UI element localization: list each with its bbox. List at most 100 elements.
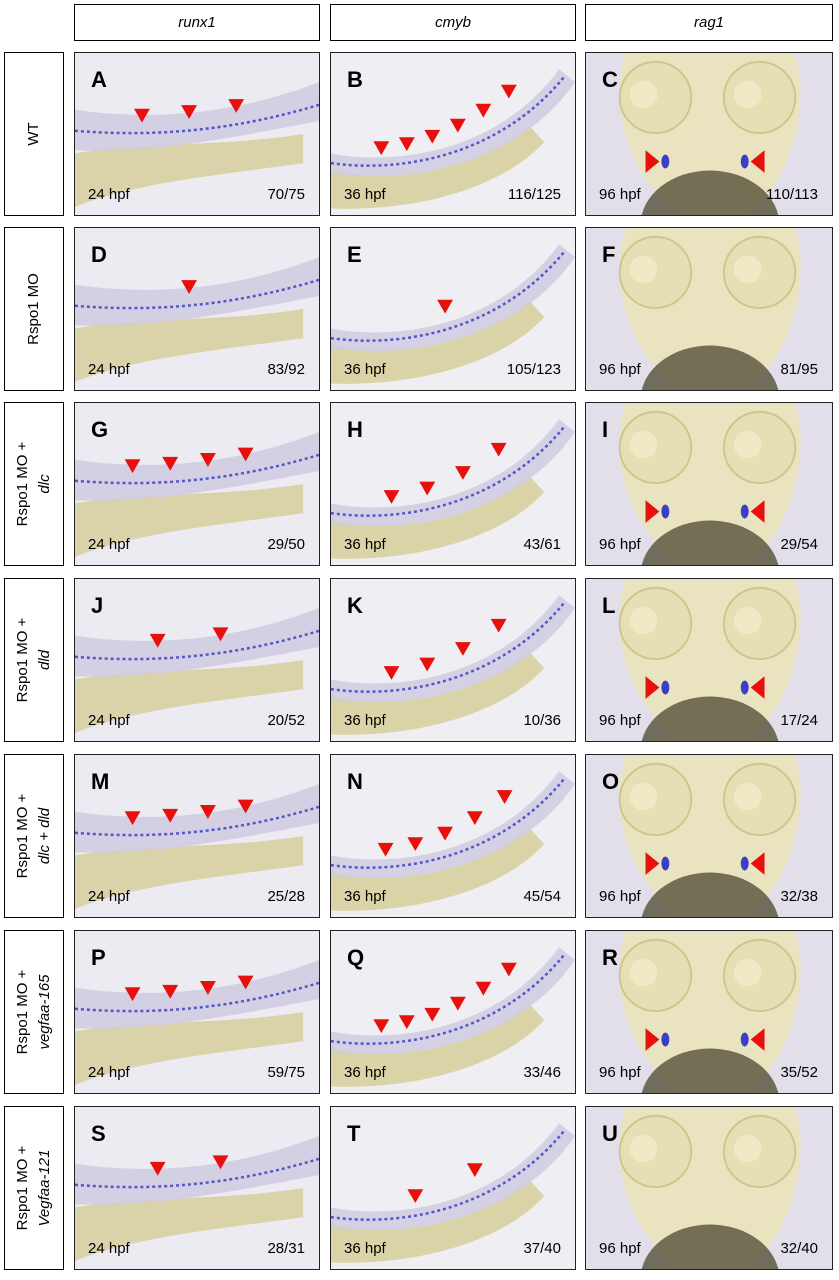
embryo-count: 45/54 xyxy=(523,888,561,905)
embryo-image xyxy=(586,755,832,917)
micrograph-panel-j: J 24 hpf 20/52 xyxy=(74,578,320,742)
arrowhead-marker xyxy=(383,666,400,680)
stage-label: 36 hpf xyxy=(344,1064,386,1081)
embryo-count: 35/52 xyxy=(780,1064,818,1081)
micrograph-panel-n: N 36 hpf 45/54 xyxy=(330,754,576,918)
row-label-rspo1-dld: Rspo1 MO + dld xyxy=(4,578,64,742)
embryo-count: 110/113 xyxy=(766,186,818,203)
arrowhead-marker xyxy=(424,129,441,144)
micrograph-panel-b: B 36 hpf 116/125 xyxy=(330,52,576,216)
panel-letter: G xyxy=(91,417,109,442)
arrowhead-marker xyxy=(407,1189,424,1204)
arrowhead-marker xyxy=(466,811,483,826)
micrograph-panel-h: H 36 hpf 43/61 xyxy=(330,402,576,566)
embryo-image xyxy=(586,228,832,390)
row-label-rspo1-dlc-dld: Rspo1 MO + dlc + dld xyxy=(4,754,64,918)
micrograph-panel-p: P 24 hpf 59/75 xyxy=(74,930,320,1094)
arrowhead-marker xyxy=(490,442,507,457)
stage-label: 96 hpf xyxy=(599,712,641,729)
panel-letter: S xyxy=(91,1121,106,1146)
arrowhead-marker xyxy=(162,456,179,471)
panel-letter: Q xyxy=(347,945,365,970)
embryo-count: 37/40 xyxy=(523,1240,561,1257)
micrograph-panel-c: C 96 hpf 110/113 xyxy=(585,52,833,216)
embryo-image xyxy=(331,579,575,741)
arrowhead-marker xyxy=(437,299,453,314)
embryo-image xyxy=(75,579,319,741)
arrowhead-marker xyxy=(750,676,765,699)
arrowhead-marker xyxy=(373,1019,390,1034)
arrowhead-marker xyxy=(199,805,216,819)
stage-label: 36 hpf xyxy=(344,536,386,553)
micrograph-panel-f: F 96 hpf 81/95 xyxy=(585,227,833,391)
micrograph-panel-l: L 96 hpf 17/24 xyxy=(585,578,833,742)
arrowhead-marker xyxy=(424,1007,441,1022)
panel-letter: F xyxy=(602,242,616,267)
stage-label: 96 hpf xyxy=(599,888,641,905)
panel-letter: O xyxy=(602,769,620,794)
embryo-image xyxy=(75,755,319,917)
panel-letter: B xyxy=(347,67,363,92)
arrowhead-marker xyxy=(134,108,150,123)
stage-label: 96 hpf xyxy=(599,536,641,553)
embryo-count: 59/75 xyxy=(267,1064,305,1081)
arrowhead-marker xyxy=(500,84,517,99)
panel-letter: P xyxy=(91,945,106,970)
stage-label: 24 hpf xyxy=(88,1240,130,1257)
embryo-count: 10/36 xyxy=(523,712,561,729)
arrowhead-marker xyxy=(237,799,254,814)
embryo-image xyxy=(586,53,832,215)
embryo-count: 17/24 xyxy=(780,712,818,729)
stage-label: 36 hpf xyxy=(344,712,386,729)
micrograph-panel-s: S 24 hpf 28/31 xyxy=(74,1106,320,1270)
arrowhead-marker xyxy=(398,137,415,152)
micrograph-panel-d: D 24 hpf 83/92 xyxy=(74,227,320,391)
arrowhead-marker xyxy=(496,790,513,805)
row-label-rspo1-vegfaa-165: Rspo1 MO + vegfaa-165 xyxy=(4,930,64,1094)
micrograph-panel-o: O 96 hpf 32/38 xyxy=(585,754,833,918)
embryo-image xyxy=(75,931,319,1093)
embryo-image xyxy=(331,403,575,565)
arrowhead-marker xyxy=(181,280,197,294)
arrowhead-marker xyxy=(149,1161,166,1176)
arrowhead-marker xyxy=(466,1163,483,1178)
panel-letter: C xyxy=(602,67,618,92)
stage-label: 24 hpf xyxy=(88,712,130,729)
embryo-count: 32/40 xyxy=(780,1240,818,1257)
arrowhead-marker xyxy=(124,987,141,1002)
stage-label: 36 hpf xyxy=(344,186,386,203)
arrowhead-marker xyxy=(212,1155,229,1170)
arrowhead-marker xyxy=(377,842,394,857)
arrowhead-marker xyxy=(212,627,229,642)
arrowhead-marker xyxy=(162,984,179,999)
micrograph-panel-k: K 36 hpf 10/36 xyxy=(330,578,576,742)
arrowhead-marker xyxy=(645,150,660,173)
panel-letter: K xyxy=(347,593,363,618)
micrograph-panel-g: G 24 hpf 29/50 xyxy=(74,402,320,566)
embryo-count: 28/31 xyxy=(267,1240,305,1257)
arrowhead-marker xyxy=(398,1015,415,1030)
micrograph-panel-e: E 36 hpf 105/123 xyxy=(330,227,576,391)
arrowhead-marker xyxy=(162,808,179,823)
micrograph-panel-a: A 24 hpf 70/75 xyxy=(74,52,320,216)
arrowhead-marker xyxy=(475,981,492,996)
arrowhead-marker xyxy=(199,981,216,995)
embryo-image xyxy=(75,1107,319,1269)
embryo-image xyxy=(331,53,575,215)
arrowhead-marker xyxy=(645,676,660,699)
embryo-image xyxy=(331,931,575,1093)
arrowhead-marker xyxy=(645,852,660,875)
arrowhead-marker xyxy=(475,103,492,118)
embryo-image xyxy=(75,403,319,565)
arrowhead-marker xyxy=(383,490,400,504)
embryo-count: 70/75 xyxy=(267,186,305,203)
embryo-image xyxy=(75,228,319,390)
row-label-rspo1-mo: Rspo1 MO xyxy=(4,227,64,391)
arrowhead-marker xyxy=(437,826,453,841)
arrowhead-marker xyxy=(419,657,436,672)
arrowhead-marker xyxy=(750,150,765,173)
micrograph-panel-u: U 96 hpf 32/40 xyxy=(585,1106,833,1270)
micrograph-panel-q: Q 36 hpf 33/46 xyxy=(330,930,576,1094)
stage-label: 36 hpf xyxy=(344,888,386,905)
column-header-rag1: rag1 xyxy=(585,4,833,41)
